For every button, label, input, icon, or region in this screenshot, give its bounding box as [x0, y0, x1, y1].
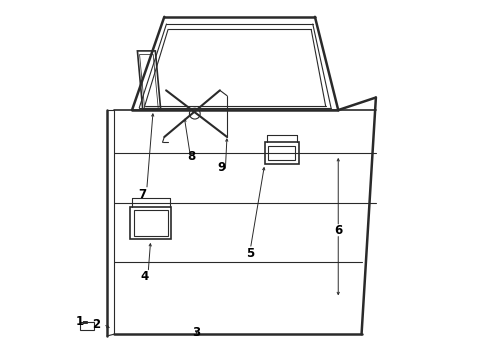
- Bar: [130, 207, 172, 239]
- Text: 2: 2: [92, 318, 100, 331]
- Text: 6: 6: [334, 224, 343, 237]
- Bar: [134, 211, 168, 235]
- Text: 1: 1: [76, 315, 84, 328]
- Text: 3: 3: [193, 326, 200, 339]
- Bar: [80, 321, 94, 329]
- Text: 5: 5: [246, 247, 254, 260]
- Bar: [269, 146, 295, 160]
- Text: 7: 7: [139, 188, 147, 201]
- Text: 8: 8: [187, 150, 196, 163]
- Bar: [265, 142, 299, 164]
- Text: 9: 9: [218, 161, 226, 174]
- Text: 4: 4: [141, 270, 148, 283]
